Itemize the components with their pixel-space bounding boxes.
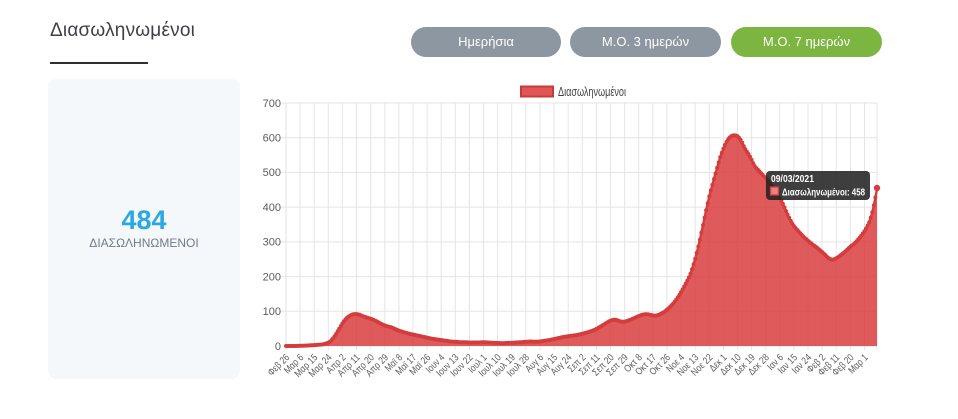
- svg-text:400: 400: [263, 202, 281, 214]
- svg-text:100: 100: [263, 306, 281, 318]
- svg-text:600: 600: [263, 133, 281, 145]
- svg-text:500: 500: [263, 167, 281, 179]
- svg-text:0: 0: [275, 341, 281, 353]
- svg-text:300: 300: [263, 237, 281, 249]
- svg-text:Διασωληνωμένοι: Διασωληνωμένοι: [558, 85, 626, 99]
- svg-text:200: 200: [263, 271, 281, 283]
- svg-text:Διασωληνωμένοι: 458: Διασωληνωμένοι: 458: [782, 188, 865, 199]
- svg-text:700: 700: [263, 98, 281, 110]
- svg-text:09/03/2021: 09/03/2021: [771, 174, 814, 185]
